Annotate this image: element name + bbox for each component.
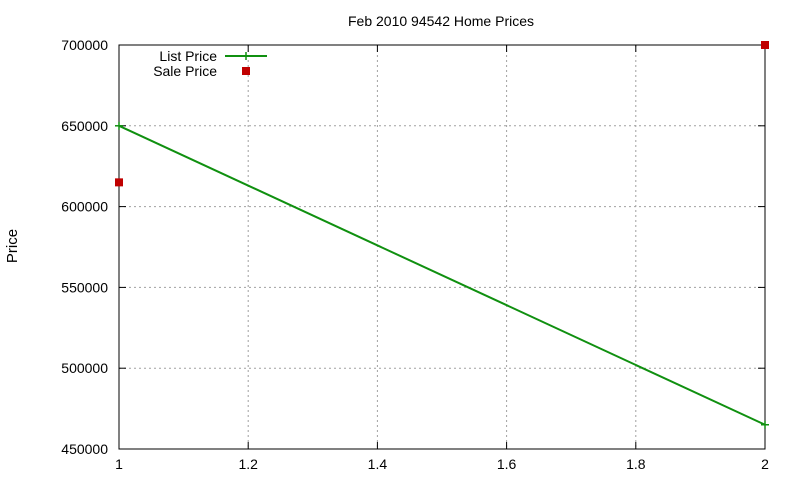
legend-marker-sale-price <box>242 67 250 75</box>
sale-price-point <box>115 178 123 187</box>
y-axis-label: Price <box>4 229 21 263</box>
axis-ticks: 1 1.2 1.4 1.6 1.8 2 450000 500000 550000 600000 65… <box>61 37 769 472</box>
y-tick-label: 450000 <box>61 441 108 457</box>
x-tick-label: 2 <box>761 456 769 472</box>
x-tick-label: 1.8 <box>626 456 646 472</box>
x-tick-label: 1 <box>115 456 123 472</box>
grid-lines <box>119 45 765 449</box>
y-tick-label: 700000 <box>61 37 108 53</box>
list-price-point <box>115 121 123 130</box>
y-tick-label: 600000 <box>61 199 108 215</box>
legend-label-sale-price: Sale Price <box>153 63 217 79</box>
series-layer <box>115 41 769 429</box>
legend-marker-list-price <box>242 52 250 60</box>
chart-title: Feb 2010 94542 Home Prices <box>348 13 534 29</box>
y-tick-label: 500000 <box>61 360 108 376</box>
list-price-point <box>761 420 769 429</box>
x-tick-label: 1.4 <box>368 456 388 472</box>
sale-price-point <box>761 41 769 49</box>
y-tick-label: 650000 <box>61 118 108 134</box>
plot-border <box>118 44 766 450</box>
y-tick-label: 550000 <box>61 279 108 295</box>
x-tick-label: 1.6 <box>497 456 517 472</box>
x-tick-label: 1.2 <box>238 456 258 472</box>
legend-label-list-price: List Price <box>159 48 217 64</box>
list-price-line <box>118 124 766 426</box>
